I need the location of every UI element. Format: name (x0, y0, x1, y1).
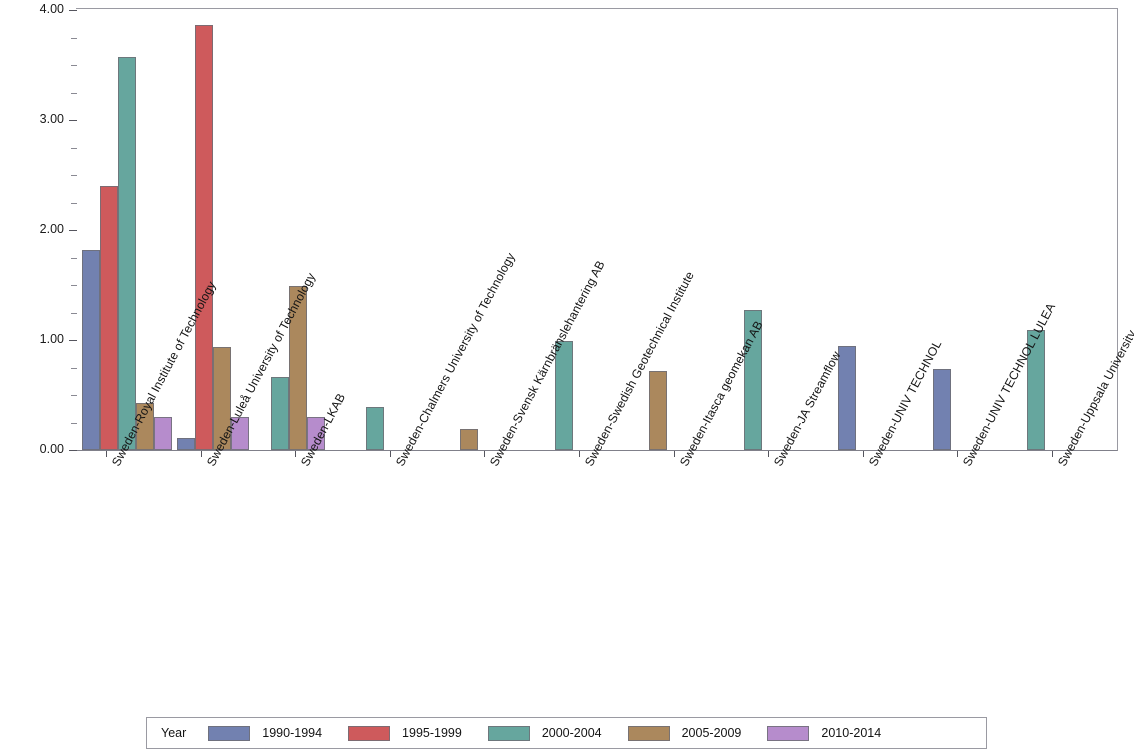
legend-swatch-icon (348, 725, 391, 741)
bar (932, 368, 951, 450)
y-axis-tick-minor (71, 175, 77, 176)
legend-item[interactable]: 2005-2009 (627, 725, 742, 741)
x-axis-tick (863, 451, 864, 457)
x-axis-tick (579, 451, 580, 457)
x-axis-tick (768, 451, 769, 457)
legend-items: 1990-1994 1995-1999 2000-2004 2005-2009 2010… (208, 725, 907, 741)
legend-item-label: 2010-2014 (821, 726, 882, 740)
y-axis-tick-minor (71, 395, 77, 396)
bar (100, 186, 118, 450)
legend: Year 1990-1994 1995-1999 2000-2004 2005-200… (146, 717, 987, 749)
y-axis-label: 0.00 (39, 442, 64, 456)
y-axis-tick-minor (71, 285, 77, 286)
x-axis-tick (106, 451, 107, 457)
y-axis-label: 2.00 (39, 222, 64, 236)
y-axis-tick-minor (71, 312, 77, 314)
bar (154, 417, 172, 450)
bar (230, 417, 249, 450)
x-axis-tick (484, 451, 485, 457)
bar (176, 437, 195, 450)
bar (194, 25, 213, 450)
y-axis-label: 4.00 (39, 2, 64, 16)
legend-swatch-icon (627, 725, 670, 741)
legend-swatch-icon (208, 725, 251, 741)
bar (212, 346, 231, 450)
bar (307, 417, 326, 450)
bar (649, 370, 668, 450)
y-axis-tick-minor (71, 202, 77, 204)
legend-item[interactable]: 2010-2014 (767, 725, 882, 741)
x-axis-tick (1052, 451, 1053, 457)
bar (365, 407, 384, 450)
y-axis-tick-minor (71, 257, 77, 259)
y-axis-tick-major (69, 230, 77, 231)
legend-item[interactable]: 1990-1994 (208, 725, 323, 741)
legend-item-label: 1990-1994 (262, 726, 323, 740)
legend-title: Year (161, 726, 187, 740)
legend-item-label: 2000-2004 (541, 726, 602, 740)
bar (271, 377, 290, 450)
bar (1027, 330, 1046, 450)
x-axis-tick (390, 451, 391, 457)
y-axis-tick-major (69, 10, 77, 11)
bar (118, 57, 136, 450)
bar (289, 286, 308, 450)
y-axis-tick-major (69, 120, 77, 121)
bar (554, 341, 573, 450)
x-axis-tick (295, 451, 296, 457)
y-axis-tick-minor (71, 92, 77, 94)
y-axis-tick-minor (71, 422, 77, 424)
legend-item[interactable]: 1995-1999 (348, 725, 462, 741)
y-axis-tick-major (69, 450, 77, 451)
bar (743, 310, 762, 450)
y-axis-tick-minor (71, 65, 77, 66)
x-axis-tick (957, 451, 958, 457)
legend-swatch-icon (767, 725, 810, 741)
legend-swatch-icon (487, 725, 530, 741)
y-axis-label: 1.00 (39, 332, 64, 346)
legend-item-label: 2005-2009 (681, 726, 742, 740)
y-axis-tick-minor (71, 367, 77, 369)
x-axis-tick (201, 451, 202, 457)
plot-area (76, 8, 1118, 451)
y-axis-tick-minor (71, 147, 77, 149)
bar (82, 249, 100, 450)
y-axis-tick-major (69, 340, 77, 341)
legend-item[interactable]: 2000-2004 (487, 725, 602, 741)
y-axis-label: 3.00 (39, 112, 64, 126)
y-axis-tick-minor (71, 37, 77, 39)
legend-item-label: 1995-1999 (402, 726, 462, 740)
bar (460, 429, 479, 450)
x-axis-tick (674, 451, 675, 457)
bar (136, 402, 154, 450)
bar (838, 345, 857, 450)
